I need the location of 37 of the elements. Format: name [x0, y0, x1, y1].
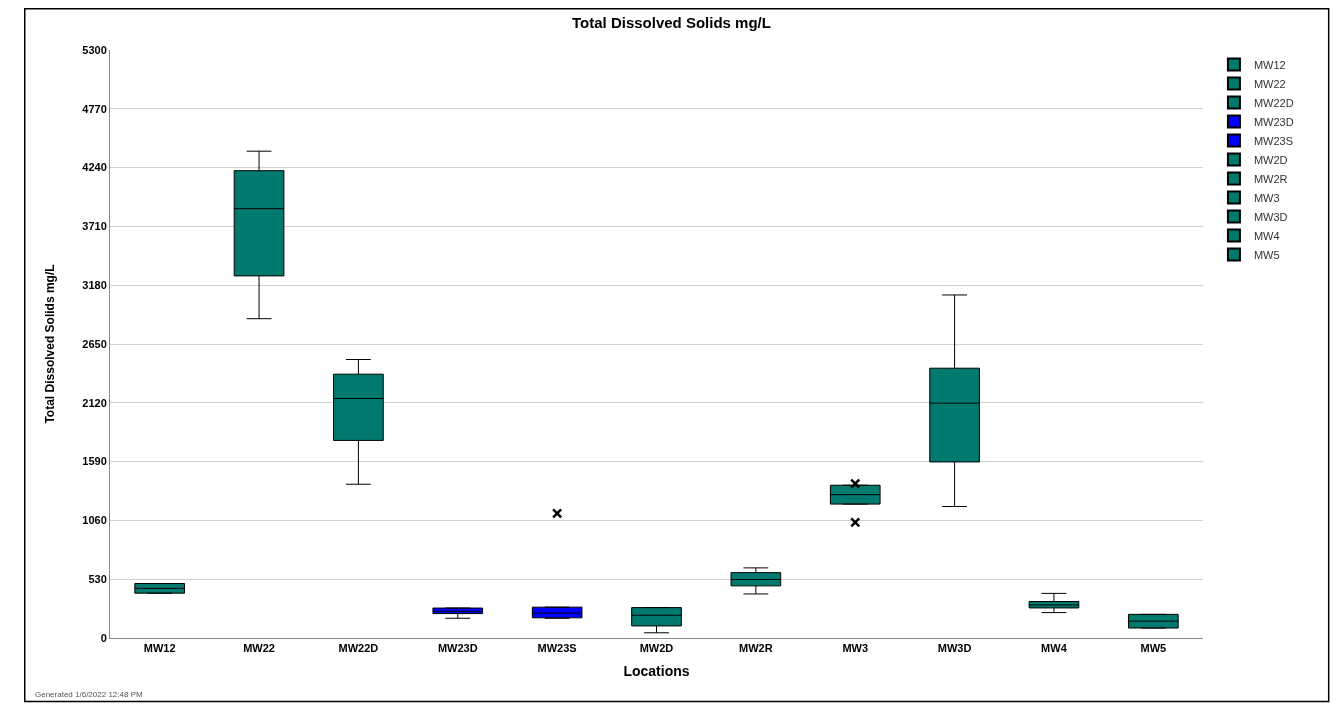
y-tick-label: 0 — [100, 631, 107, 644]
legend-label: MW3D — [1253, 210, 1288, 223]
y-tick-label: 3710 — [82, 220, 107, 233]
y-tick-label: 3180 — [82, 279, 107, 292]
legend-label: MW5 — [1253, 248, 1280, 261]
y-tick-label: 4240 — [82, 161, 107, 174]
y-tick-label: 1060 — [82, 514, 107, 527]
legend-label: MW4 — [1253, 229, 1280, 242]
y-tick-label: 1590 — [82, 455, 107, 468]
x-tick-label: MW4 — [1041, 642, 1068, 655]
y-tick-label: 5300 — [82, 43, 107, 56]
x-tick-label: MW2R — [739, 642, 773, 655]
y-tick-label: 4770 — [82, 102, 107, 115]
x-tick-label: MW5 — [1140, 642, 1167, 655]
y-tick-label: 530 — [88, 573, 107, 586]
y-tick-label: 2650 — [82, 337, 107, 350]
x-tick-label: MW23S — [537, 642, 577, 655]
y-tick-label: 2120 — [82, 396, 107, 409]
y-axis-title: Total Dissolved Solids mg/L — [42, 264, 57, 424]
x-tick-label: MW22D — [338, 642, 379, 655]
x-tick-label: MW12 — [143, 642, 176, 655]
legend-label: MW2R — [1253, 172, 1288, 185]
chart-title: Total Dissolved Solids mg/L — [572, 14, 771, 32]
legend-label: MW12 — [1253, 58, 1286, 71]
x-tick-label: MW22 — [243, 642, 275, 655]
x-tick-label: MW23D — [437, 642, 478, 655]
legend-label: MW22 — [1253, 77, 1286, 90]
x-tick-label: MW3D — [937, 642, 972, 655]
x-tick-label: MW2D — [639, 642, 674, 655]
legend-label: MW3 — [1253, 191, 1280, 204]
text: Generated 1/6/2022 12:48 PM — [35, 690, 143, 699]
x-tick-label: MW3 — [842, 642, 869, 655]
legend-label: MW2D — [1253, 153, 1288, 166]
legend-label: MW23D — [1253, 115, 1294, 128]
legend-label: MW23S — [1253, 134, 1294, 147]
x-axis-title: Locations — [623, 662, 690, 679]
legend-label: MW22D — [1253, 96, 1294, 109]
